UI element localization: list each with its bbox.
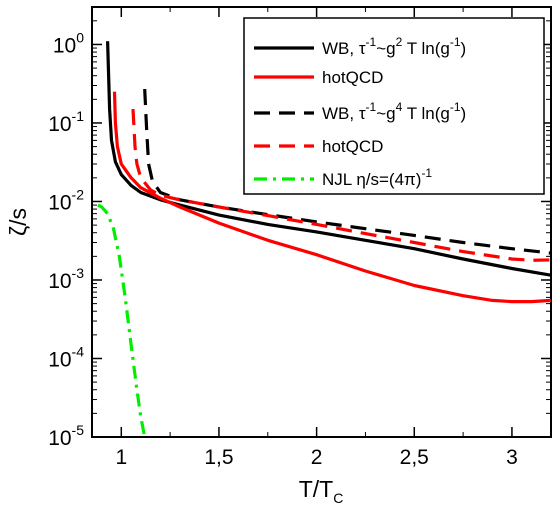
x-tick-label-2: 2 <box>311 446 323 469</box>
x-axis-title: T/TC <box>299 476 344 506</box>
series-line-3 <box>131 109 551 262</box>
legend-label-4: NJL η/s=(4π)-1 <box>322 166 432 189</box>
series-line-4 <box>97 203 147 437</box>
series-line-0 <box>106 41 551 277</box>
y-axis-title: ζ/s <box>5 208 31 236</box>
legend-label-3: hotQCD <box>322 137 383 156</box>
x-tick-label-1: 1,5 <box>204 446 233 469</box>
y-tick-label-1: 10-1 <box>48 108 84 136</box>
legend: WB, τ-1~g2 T ln(g-1) hotQCD WB, τ-1~g4 T l… <box>243 17 545 195</box>
legend-label-0: WB, τ-1~g2 T ln(g-1) <box>322 35 466 58</box>
series-line-1 <box>112 91 551 304</box>
series-line-2 <box>143 89 551 255</box>
legend-label-1: hotQCD <box>322 68 383 87</box>
y-tick-label-5: 10-5 <box>48 422 84 450</box>
x-tick-label-0: 1 <box>115 446 127 469</box>
x-tick-label-3: 2,5 <box>400 446 429 469</box>
y-tick-label-4: 10-4 <box>48 343 84 371</box>
y-tick-label-0: 100 <box>53 29 84 57</box>
x-tick-label-4: 3 <box>506 446 518 469</box>
y-tick-label-2: 10-2 <box>48 186 84 214</box>
legend-label-2: WB, τ-1~g4 T ln(g-1) <box>322 100 466 123</box>
y-tick-label-3: 10-3 <box>48 265 84 293</box>
